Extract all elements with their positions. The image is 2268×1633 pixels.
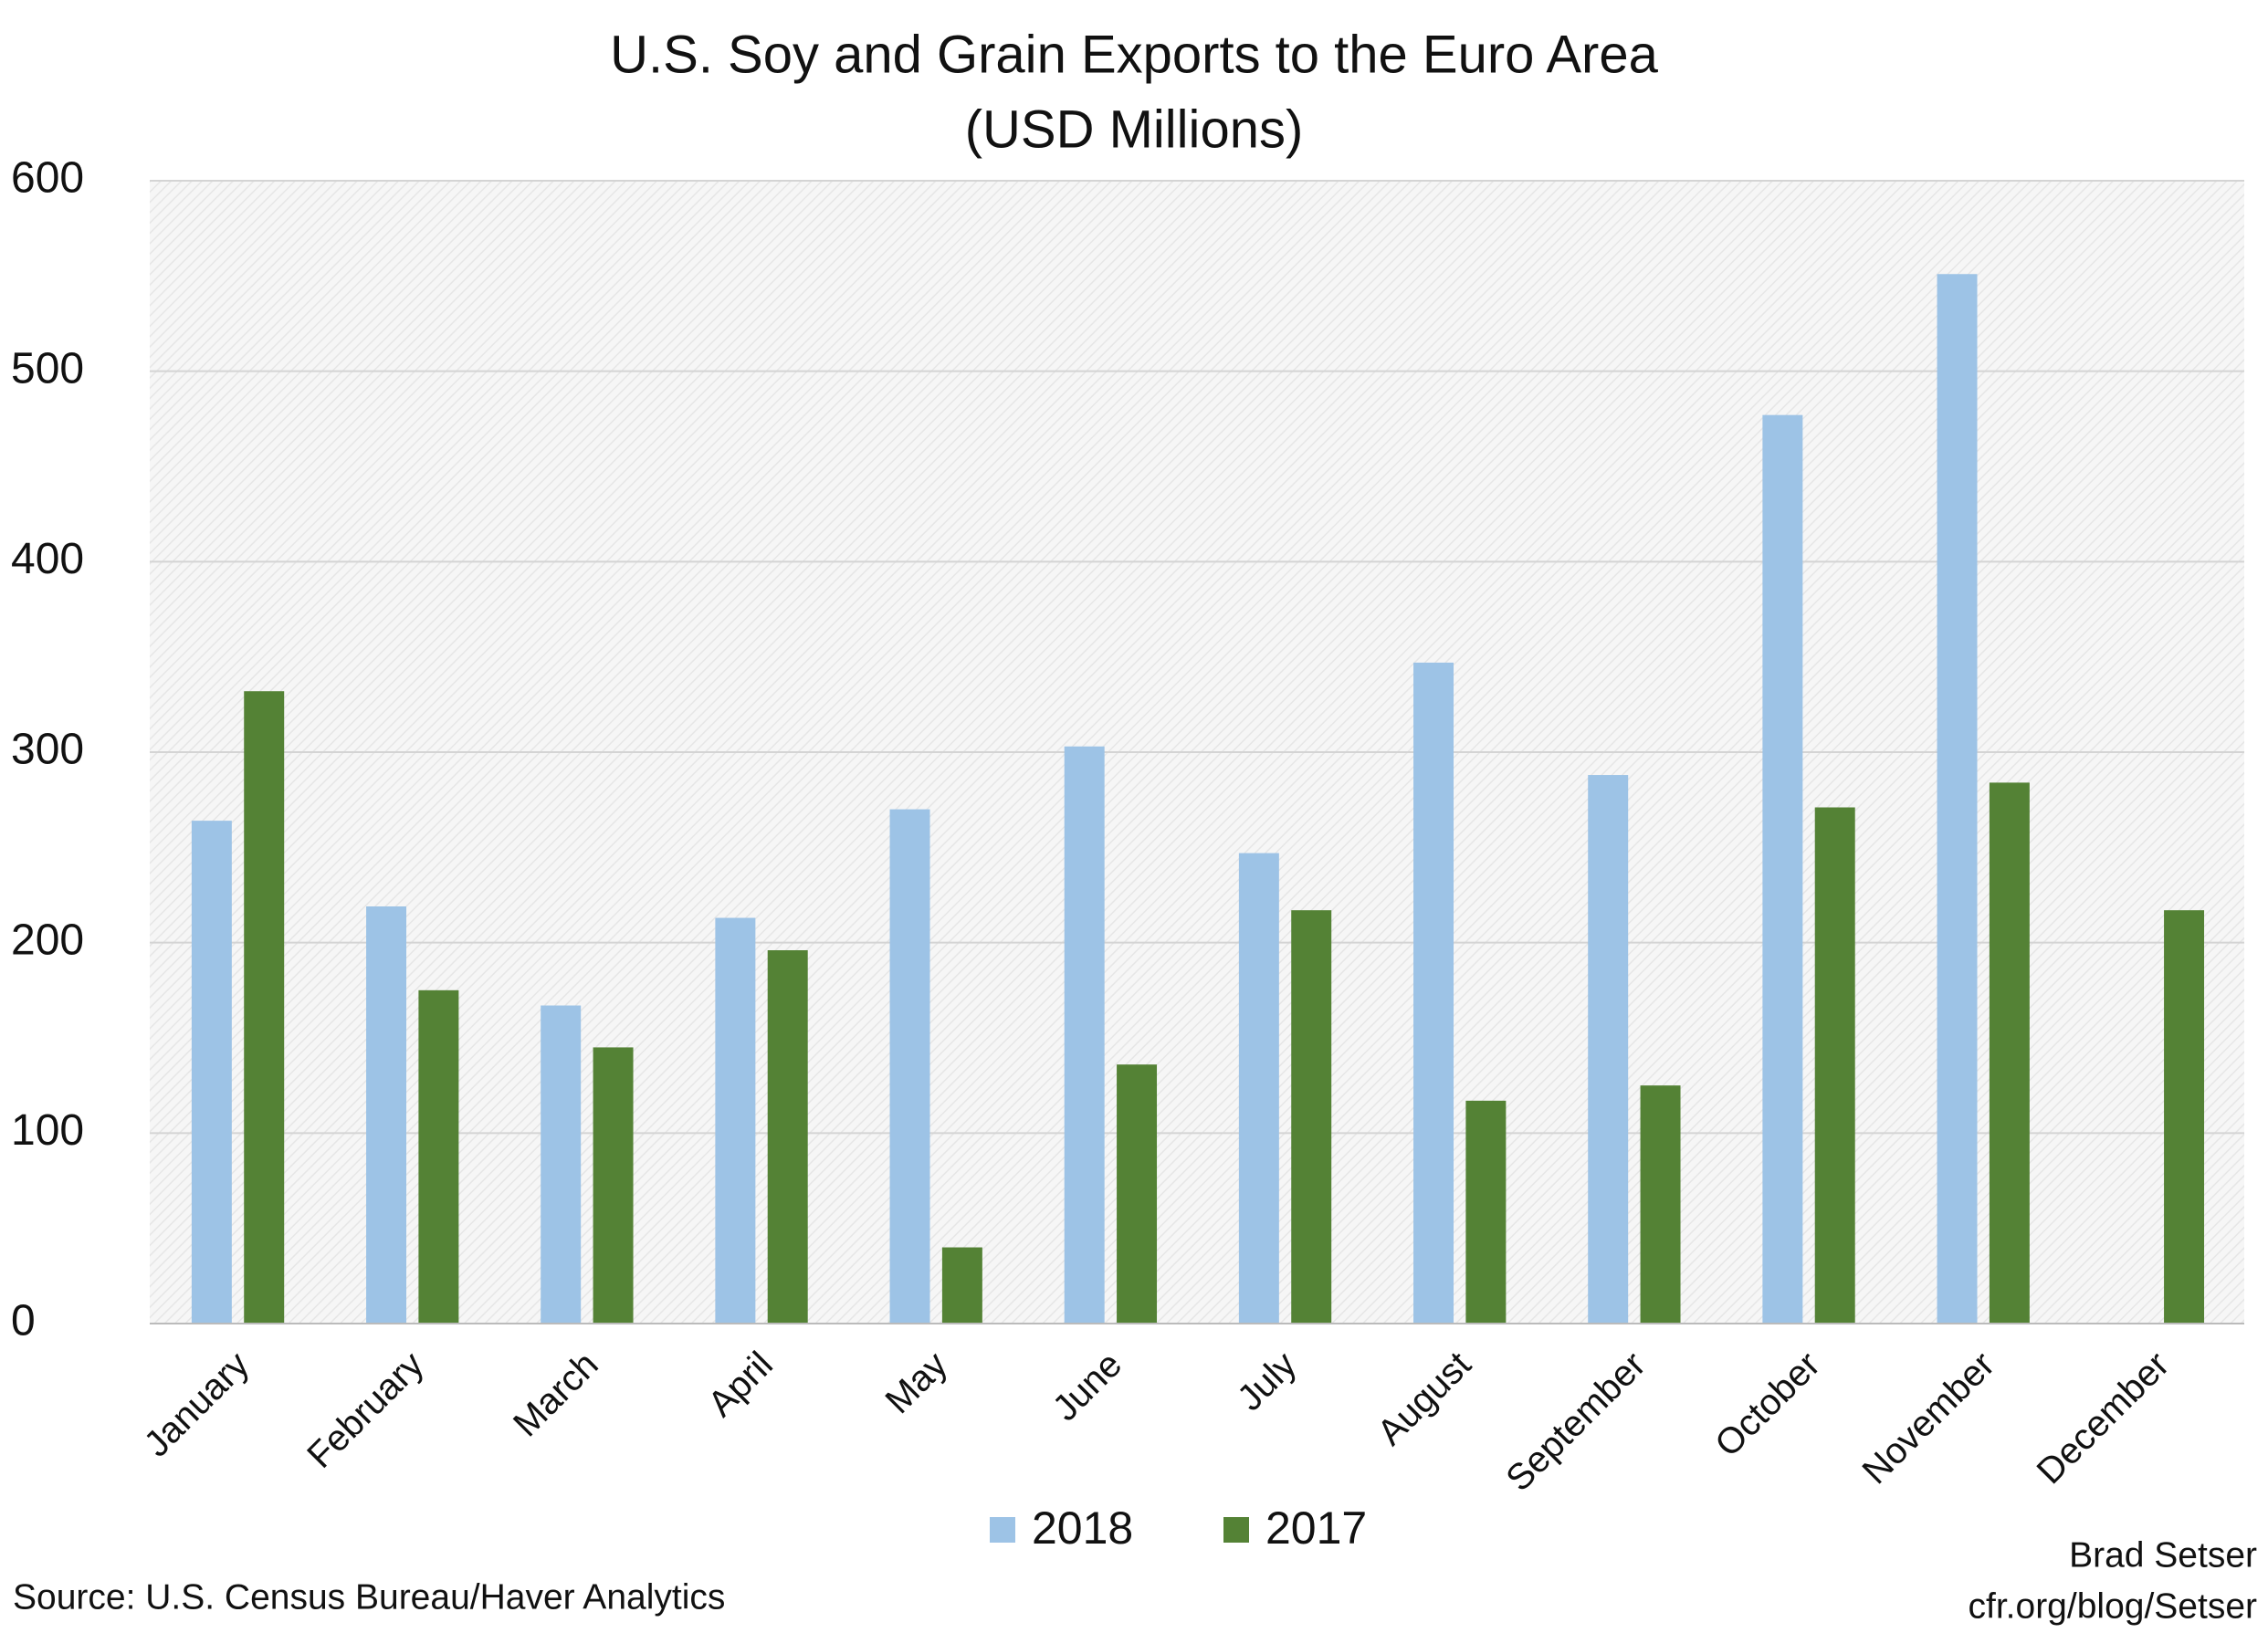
source: Source: U.S. Census Bureau/Haver Analyti… bbox=[13, 1577, 725, 1617]
bar bbox=[1989, 782, 2030, 1324]
x-tick-label: October bbox=[1707, 1345, 1828, 1465]
bar bbox=[1640, 1085, 1681, 1324]
bar bbox=[1465, 1100, 1507, 1324]
x-tick-label: September bbox=[1498, 1345, 1653, 1499]
x-tick-label: May bbox=[878, 1345, 956, 1422]
x-tick-label: June bbox=[1045, 1345, 1129, 1429]
x-tick-label: January bbox=[137, 1345, 257, 1465]
bar bbox=[541, 1005, 582, 1324]
bar bbox=[244, 691, 285, 1324]
bar bbox=[1064, 746, 1105, 1324]
bar bbox=[1588, 775, 1629, 1324]
legend-label: 2018 bbox=[1032, 1502, 1133, 1554]
y-tick-label: 0 bbox=[11, 1297, 36, 1345]
y-tick-label: 200 bbox=[11, 916, 84, 964]
bar bbox=[1238, 853, 1279, 1324]
bar bbox=[1413, 662, 1454, 1324]
x-tick-label: December bbox=[2030, 1345, 2178, 1492]
bar bbox=[1814, 807, 1855, 1324]
y-tick-label: 600 bbox=[11, 154, 84, 203]
bar bbox=[2164, 910, 2205, 1324]
credit: Brad Setser bbox=[2069, 1535, 2257, 1575]
y-tick-label: 100 bbox=[11, 1106, 84, 1155]
bar bbox=[1117, 1064, 1158, 1324]
bar bbox=[767, 950, 808, 1324]
legend-label: 2017 bbox=[1265, 1502, 1367, 1554]
bar bbox=[1762, 414, 1803, 1324]
x-tick-label: November bbox=[1854, 1345, 2002, 1492]
bar bbox=[593, 1047, 634, 1324]
credit: cfr.org/blog/Setser bbox=[1969, 1586, 2258, 1626]
bar bbox=[715, 917, 756, 1324]
x-tick-label: August bbox=[1370, 1345, 1478, 1453]
y-tick-label: 400 bbox=[11, 535, 84, 583]
x-tick-label: July bbox=[1230, 1345, 1304, 1418]
legend-swatch bbox=[1223, 1517, 1249, 1543]
y-tick-label: 300 bbox=[11, 726, 84, 774]
chart-title: U.S. Soy and Grain Exports to the Euro A… bbox=[610, 25, 1658, 84]
bar bbox=[1937, 274, 1978, 1324]
bar bbox=[418, 989, 459, 1324]
bar bbox=[191, 821, 232, 1324]
x-tick-label: February bbox=[299, 1345, 431, 1476]
bar bbox=[366, 906, 407, 1324]
bar bbox=[889, 809, 930, 1324]
chart-subtitle: (USD Millions) bbox=[965, 99, 1304, 159]
bar bbox=[1291, 910, 1332, 1324]
bar bbox=[941, 1247, 982, 1324]
x-tick-label: March bbox=[506, 1345, 606, 1445]
x-tick-label: April bbox=[700, 1345, 781, 1425]
y-tick-label: 500 bbox=[11, 344, 84, 393]
legend-swatch bbox=[990, 1517, 1015, 1543]
